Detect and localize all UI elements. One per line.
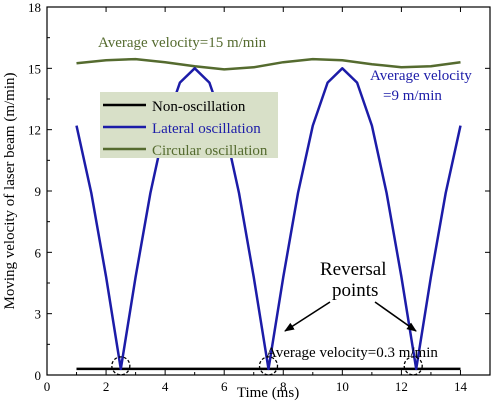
x-tick-label: 2 [103, 379, 110, 394]
legend-label-circular-oscillation: Circular oscillation [152, 143, 268, 159]
x-tick-label: 14 [454, 379, 468, 394]
legend-label-non-oscillation: Non-oscillation [152, 99, 246, 115]
legend-label-lateral-oscillation: Lateral oscillation [152, 121, 261, 137]
reversal-point-circle [258, 356, 279, 376]
legend: Non-oscillation Lateral oscillation Circ… [100, 92, 278, 159]
x-axis-label: Time (ms) [237, 385, 299, 401]
legend-background [100, 92, 278, 158]
annotation-reversal-line1: Reversal [320, 259, 386, 280]
series-layer [75, 57, 462, 371]
y-tick-label: 6 [35, 245, 42, 260]
y-tick-label: 18 [28, 0, 41, 15]
annotation-lateral-average-line1: Average velocity [370, 68, 472, 84]
y-tick-label: 0 [35, 368, 42, 383]
x-tick-label: 4 [162, 379, 169, 394]
axis-ticks: 0 2 4 6 8 10 12 14 0 3 6 9 12 15 18 [28, 0, 490, 394]
annotation-reversal-line2: points [332, 280, 378, 301]
annotation-circular-average: Average velocity=15 m/min [98, 35, 267, 51]
y-tick-label: 3 [35, 307, 42, 322]
y-axis-label: Moving velocity of laser beam (m/min) [2, 72, 18, 309]
y-tick-label: 9 [35, 184, 42, 199]
y-tick-label: 15 [28, 61, 41, 76]
y-tick-label: 12 [28, 123, 41, 138]
arrow-to-reversal-point-2 [284, 301, 331, 332]
x-tick-label: 8 [280, 379, 287, 394]
series-line-circular-oscillation [76, 57, 461, 71]
x-tick-label: 0 [44, 379, 51, 394]
arrow-to-reversal-point-3 [374, 301, 417, 332]
reversal-point-circle [403, 356, 423, 376]
series-line-lateral-oscillation [75, 67, 462, 371]
x-tick-label: 6 [221, 379, 228, 394]
reversal-point-markers [111, 356, 423, 376]
annotation-lateral-average-line2: =9 m/min [383, 88, 442, 104]
x-tick-label: 12 [395, 379, 408, 394]
x-tick-label: 10 [336, 379, 349, 394]
annotation-non-oscillation-average: Average velocity=0.3 m/min [266, 345, 438, 361]
reversal-point-circle [111, 356, 131, 376]
